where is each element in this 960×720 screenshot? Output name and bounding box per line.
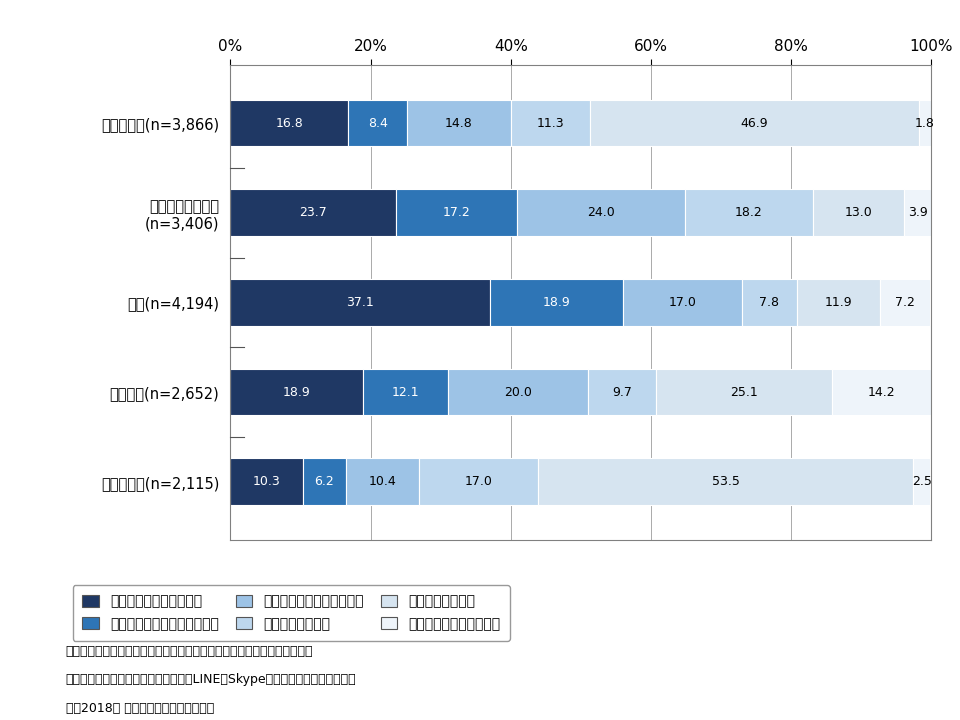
- Bar: [904, 189, 931, 236]
- Bar: [588, 369, 656, 415]
- Bar: [230, 369, 363, 415]
- Bar: [880, 279, 930, 325]
- Bar: [685, 189, 813, 236]
- Bar: [589, 100, 919, 146]
- Bar: [419, 459, 538, 505]
- Text: 6.2: 6.2: [315, 475, 334, 488]
- Text: 13.0: 13.0: [845, 206, 873, 219]
- Bar: [797, 279, 880, 325]
- Text: 11.3: 11.3: [537, 117, 564, 130]
- Bar: [230, 279, 491, 325]
- Text: 17.0: 17.0: [668, 296, 696, 309]
- Text: 注１：スマホ・ケータイ所有者で、それぞれの連絡相手がいる人が回答。: 注１：スマホ・ケータイ所有者で、それぞれの連絡相手がいる人が回答。: [65, 644, 313, 657]
- Text: 53.5: 53.5: [711, 475, 739, 488]
- Bar: [346, 459, 419, 505]
- Text: 17.2: 17.2: [443, 206, 470, 219]
- Text: 18.2: 18.2: [735, 206, 763, 219]
- Text: 14.8: 14.8: [445, 117, 472, 130]
- Text: 14.2: 14.2: [868, 386, 896, 399]
- Bar: [623, 279, 742, 325]
- Text: 24.0: 24.0: [588, 206, 615, 219]
- Bar: [656, 369, 831, 415]
- Text: 7.8: 7.8: [759, 296, 780, 309]
- Text: 1.8: 1.8: [915, 117, 935, 130]
- Bar: [363, 369, 447, 415]
- Bar: [348, 100, 407, 146]
- Text: 37.1: 37.1: [347, 296, 374, 309]
- Bar: [230, 459, 302, 505]
- Bar: [396, 189, 517, 236]
- Text: 18.9: 18.9: [283, 386, 310, 399]
- Text: 注２：スマホ・ケータイでの通話は、LINEやSkypeなどを用いた通話も含む。: 注２：スマホ・ケータイでの通話は、LINEやSkypeなどを用いた通話も含む。: [65, 673, 356, 686]
- Bar: [813, 189, 904, 236]
- Text: 12.1: 12.1: [392, 386, 420, 399]
- Bar: [517, 189, 685, 236]
- Text: 25.1: 25.1: [730, 386, 757, 399]
- Text: 16.8: 16.8: [276, 117, 303, 130]
- Legend: ＬＩＮＥでのメッセージ, スマホ・ケータイでのメール, スマホ・ケータイでの通話, 固定電話での通話, 直接会って伝える, パソコンを用いたメール: ＬＩＮＥでのメッセージ, スマホ・ケータイでのメール, スマホ・ケータイでの通話…: [73, 585, 511, 641]
- Bar: [831, 369, 931, 415]
- Bar: [230, 100, 348, 146]
- Bar: [447, 369, 588, 415]
- Bar: [491, 279, 623, 325]
- Text: 18.9: 18.9: [542, 296, 570, 309]
- Bar: [302, 459, 346, 505]
- Bar: [511, 100, 589, 146]
- Text: 20.0: 20.0: [504, 386, 532, 399]
- Bar: [919, 100, 931, 146]
- Text: 11.9: 11.9: [825, 296, 852, 309]
- Text: 7.2: 7.2: [896, 296, 915, 309]
- Text: 23.7: 23.7: [300, 206, 327, 219]
- Text: 10.4: 10.4: [369, 475, 396, 488]
- Text: 8.4: 8.4: [368, 117, 388, 130]
- Text: 2.5: 2.5: [912, 475, 931, 488]
- Text: 10.3: 10.3: [252, 475, 280, 488]
- Bar: [538, 459, 913, 505]
- Text: 17.0: 17.0: [465, 475, 492, 488]
- Bar: [407, 100, 511, 146]
- Text: 所：2018年 一般向けモバイル動向調査: 所：2018年 一般向けモバイル動向調査: [65, 701, 214, 714]
- Bar: [230, 189, 396, 236]
- Bar: [742, 279, 797, 325]
- Text: 3.9: 3.9: [907, 206, 927, 219]
- Text: 9.7: 9.7: [612, 386, 632, 399]
- Text: 46.9: 46.9: [740, 117, 768, 130]
- Bar: [913, 459, 930, 505]
